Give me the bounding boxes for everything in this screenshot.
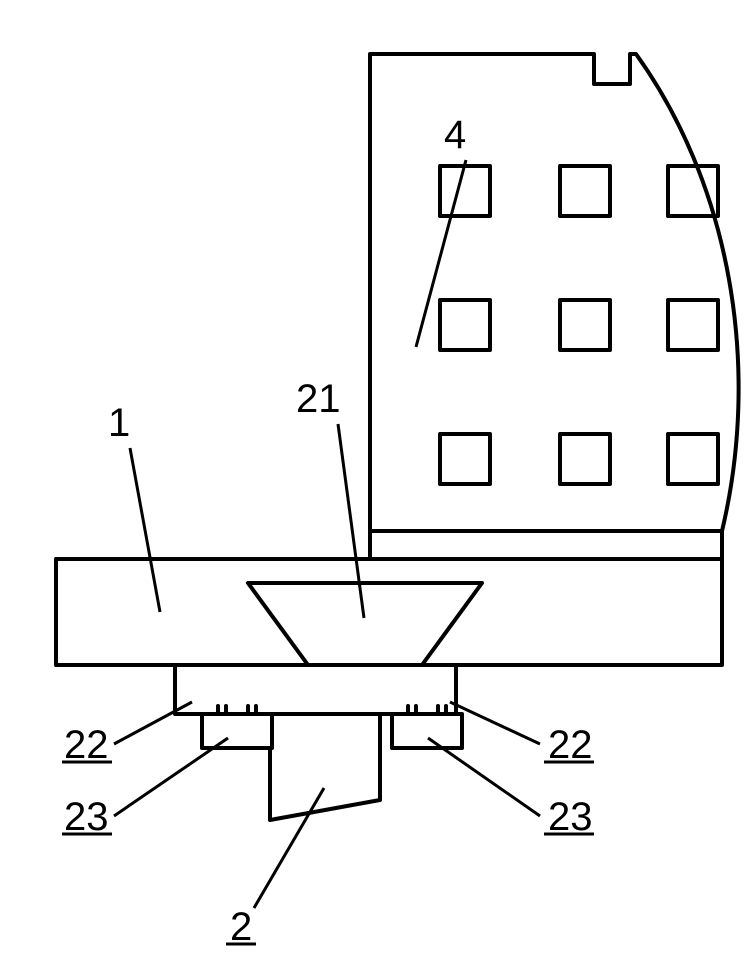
fan-outline [370,54,739,531]
fan-hole [560,166,610,216]
clamp-block-1 [392,714,462,748]
label-2: 2 [230,905,252,949]
label-23L: 23 [64,795,109,839]
base-strip [370,531,722,559]
leader-line-23L [114,738,228,816]
label-4: 4 [444,113,466,157]
fan-hole [440,300,490,350]
label-22L: 22 [64,723,109,767]
leader-line-23R [428,738,540,816]
label-1: 1 [108,401,130,445]
label-21: 21 [296,377,341,421]
leader-line-2 [254,788,324,908]
label-22R: 22 [548,723,593,767]
label-23R: 23 [548,795,593,839]
dovetail [248,583,482,665]
leader-line-22L [114,702,192,744]
fan-hole [560,300,610,350]
fan-hole [668,300,718,350]
fan-hole [440,434,490,484]
clamp-block-0 [202,714,272,748]
fan-hole [560,434,610,484]
leader-line-1 [130,448,160,612]
fan-hole [440,166,490,216]
outlet-stub [270,714,380,820]
fan-hole [668,434,718,484]
